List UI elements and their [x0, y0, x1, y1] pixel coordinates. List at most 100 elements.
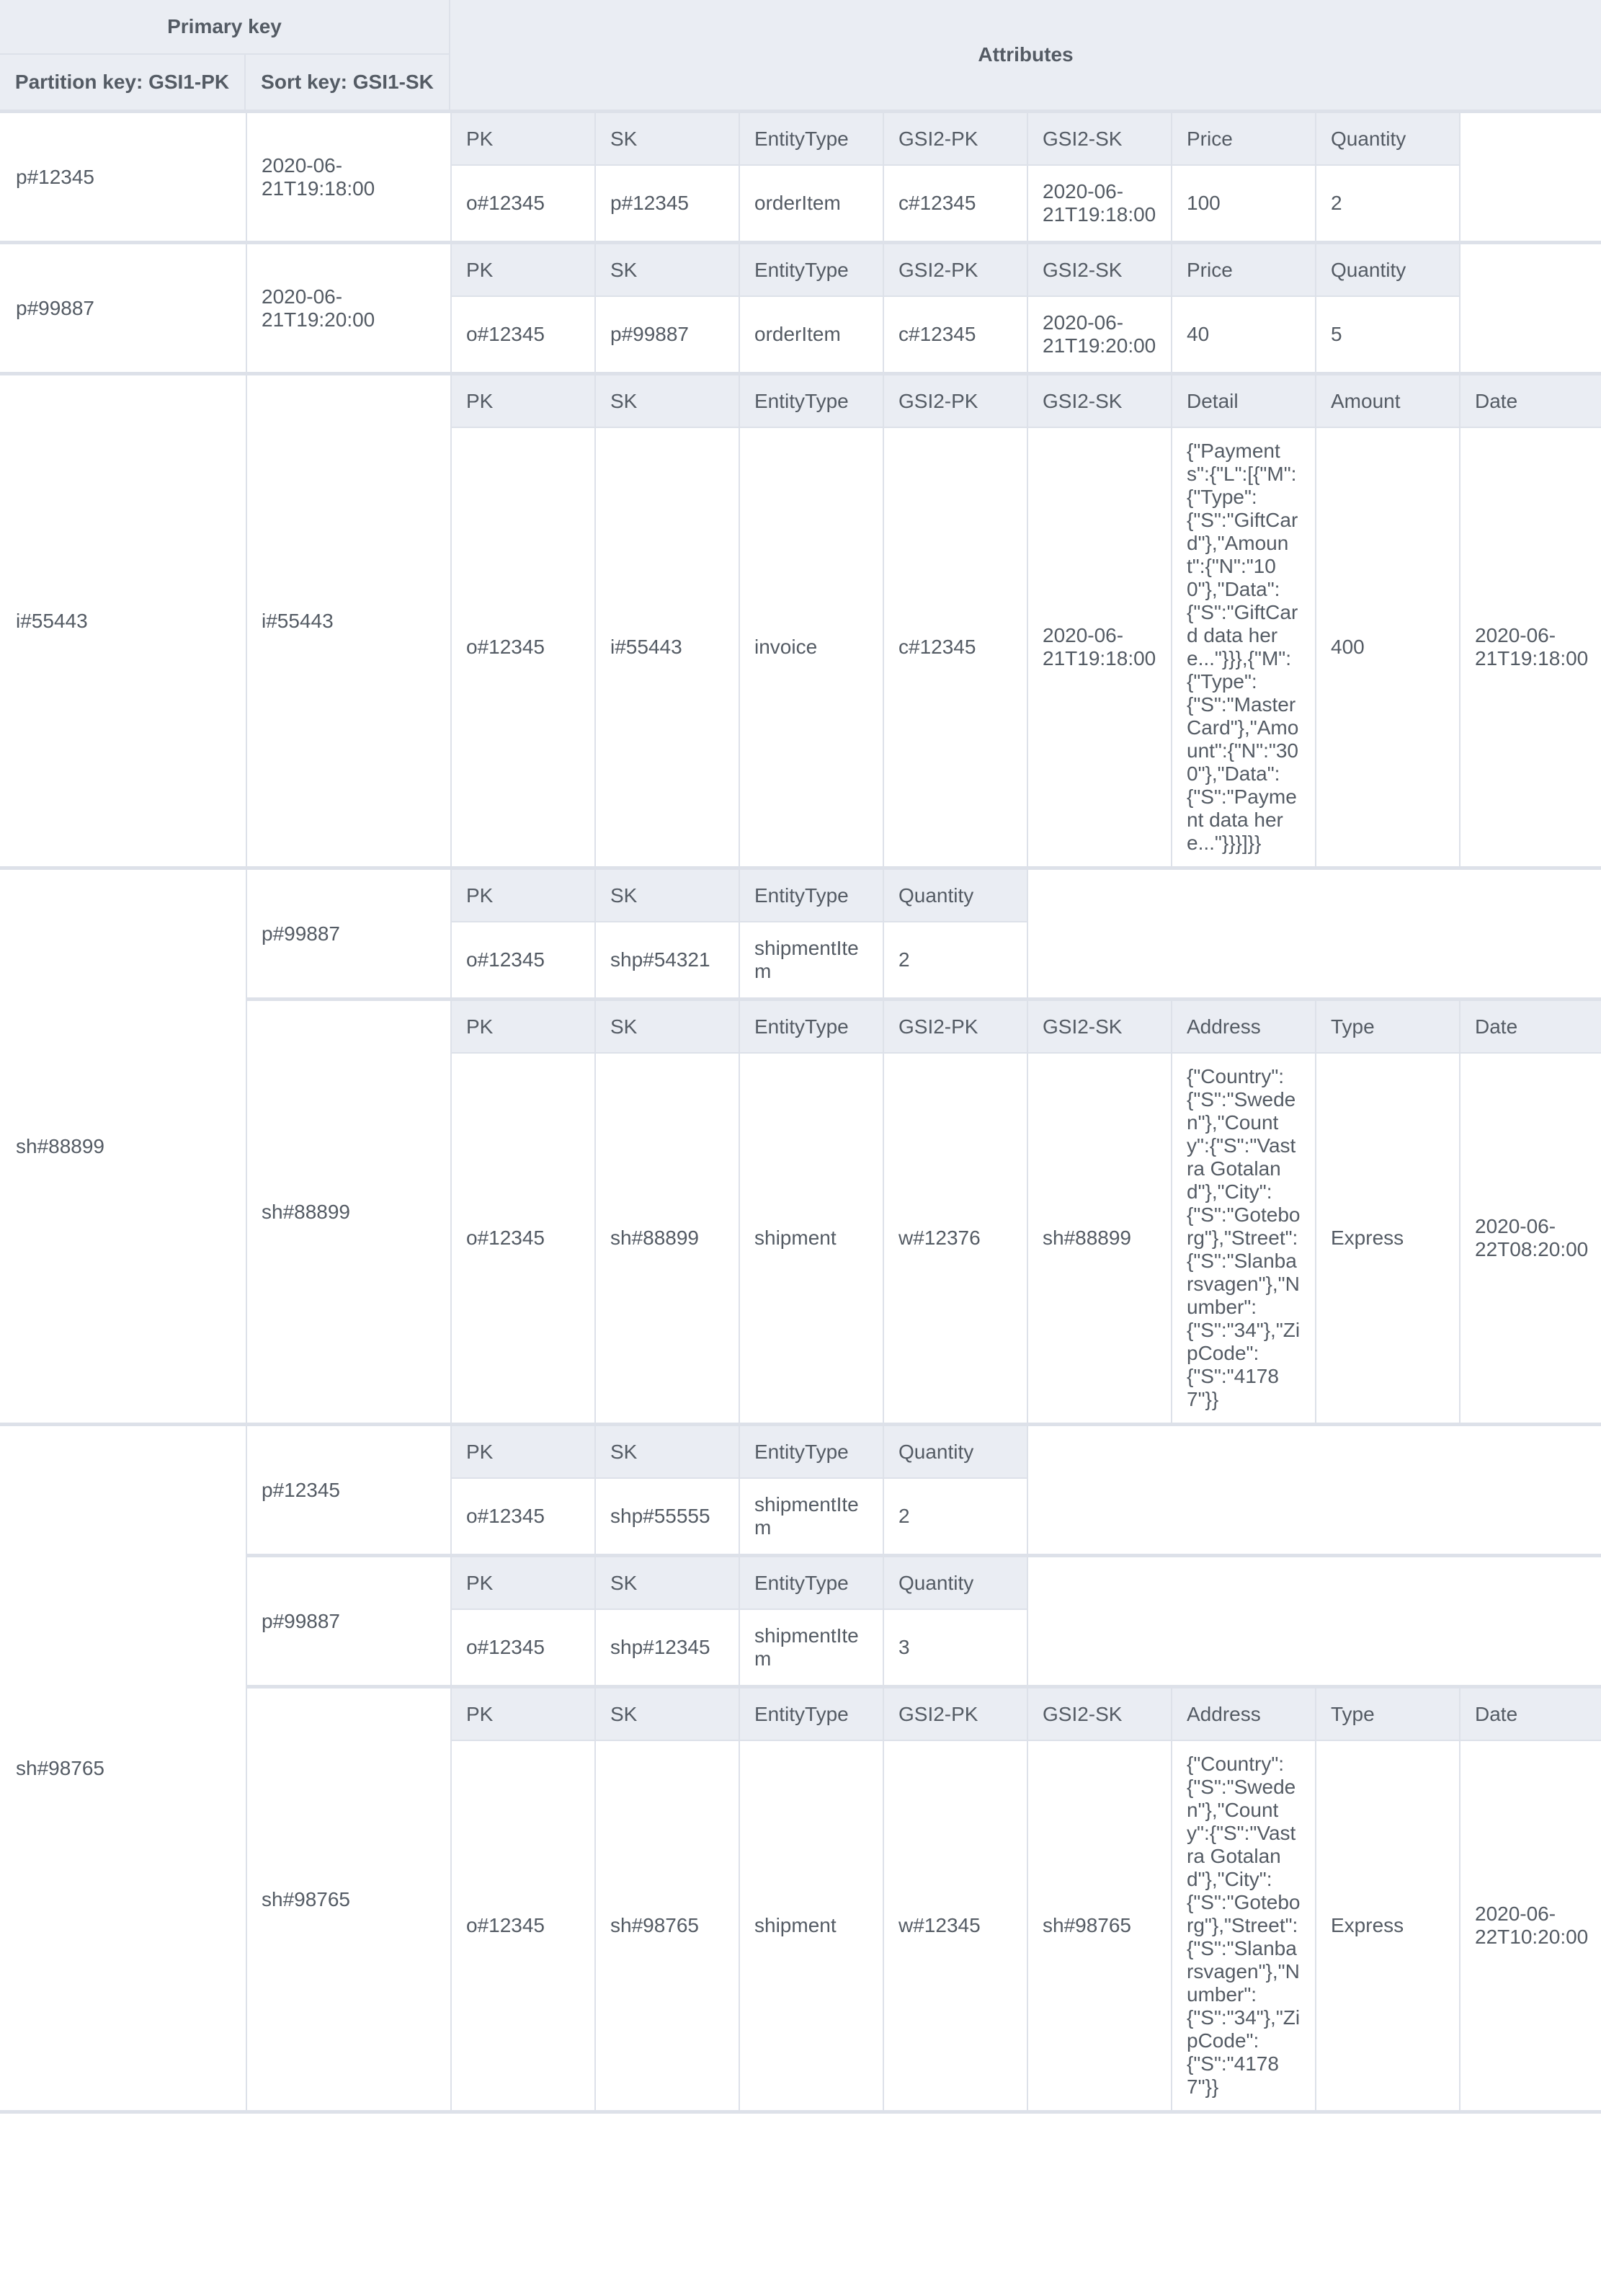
attribute-value: sh#98765 — [1028, 1741, 1172, 2110]
attribute-header: GSI2-SK — [1028, 1001, 1172, 1054]
attribute-header: EntityType — [740, 1688, 884, 1741]
sort-key-header: Sort key: GSI1-SK — [261, 71, 434, 93]
attribute-header: PK — [452, 1001, 596, 1054]
attribute-header: GSI2-PK — [884, 1001, 1028, 1054]
attributes-table: PK SK EntityType GSI2-PK GSI2-SK Detail Amount… — [452, 375, 1601, 866]
attribute-header: PK — [452, 1688, 596, 1741]
attribute-header: GSI2-SK — [1028, 113, 1172, 166]
attribute-value: w#12345 — [884, 1741, 1028, 2110]
attribute-value: shipmentItem — [740, 922, 884, 997]
partition-group: sh#98765 p#12345 PK SK EntityType Quantity o#1… — [0, 1426, 1601, 2114]
attribute-value: 5 — [1316, 297, 1460, 372]
attribute-value: 2020-06-21T19:18:00 — [1460, 428, 1601, 866]
attribute-header: PK — [452, 375, 596, 428]
attribute-header: Quantity — [884, 1426, 1028, 1479]
attributes-table: PK SK EntityType Quantity o#12345 shp#12345 sh… — [452, 1557, 1028, 1685]
sort-key-cell: 2020-06-21T19:18:00 — [247, 113, 452, 241]
attribute-header: SK — [596, 244, 740, 297]
attribute-header: EntityType — [740, 1557, 884, 1610]
table-row: p#99887 PK SK EntityType Quantity o#12345 shp#… — [247, 1554, 1601, 1685]
attribute-header: Type — [1316, 1001, 1460, 1054]
attribute-value: Express — [1316, 1054, 1460, 1423]
attributes-table: PK SK EntityType GSI2-PK GSI2-SK Address Type D… — [452, 1001, 1601, 1423]
attribute-value: orderItem — [740, 166, 884, 241]
attribute-header: Date — [1460, 1688, 1601, 1741]
attributes-table: PK SK EntityType GSI2-PK GSI2-SK Address Type D… — [452, 1688, 1601, 2110]
partition-key-cell: p#99887 — [0, 244, 247, 372]
attribute-value: 2020-06-21T19:18:00 — [1028, 166, 1172, 241]
attribute-value: {"Country":{"S":"Sweden"},"County":{"S":… — [1172, 1741, 1316, 2110]
attribute-value: 2 — [884, 922, 1028, 997]
attribute-header: GSI2-SK — [1028, 375, 1172, 428]
attribute-value: shp#55555 — [596, 1479, 740, 1554]
partition-group: p#12345 2020-06-21T19:18:00 PK SK EntityType… — [0, 113, 1601, 244]
attribute-value: shipmentItem — [740, 1479, 884, 1554]
table-row: sh#88899 PK SK EntityType GSI2-PK GSI2-SK Addr… — [247, 997, 1601, 1423]
attribute-header: SK — [596, 870, 740, 922]
attribute-header: EntityType — [740, 244, 884, 297]
item-list: 2020-06-21T19:18:00 PK SK EntityType GSI2-PK… — [247, 113, 1601, 241]
partition-group: i#55443 i#55443 PK SK EntityType GSI2-PK GSI2-… — [0, 375, 1601, 870]
attribute-header: SK — [596, 375, 740, 428]
partition-group: sh#88899 p#99887 PK SK EntityType Quantity o#1… — [0, 870, 1601, 1426]
attribute-value: shipment — [740, 1741, 884, 2110]
attributes-table: PK SK EntityType GSI2-PK GSI2-SK Price Quantit… — [452, 244, 1460, 372]
table-body: p#12345 2020-06-21T19:18:00 PK SK EntityType… — [0, 113, 1601, 2114]
attribute-value: p#12345 — [596, 166, 740, 241]
partition-key-cell: i#55443 — [0, 375, 247, 866]
attribute-value: 3 — [884, 1610, 1028, 1685]
attribute-value: o#12345 — [452, 1054, 596, 1423]
primary-key-title: Primary key — [0, 0, 449, 55]
sort-key-cell: sh#88899 — [247, 1001, 452, 1423]
attribute-header: GSI2-SK — [1028, 1688, 1172, 1741]
partition-group: p#99887 2020-06-21T19:20:00 PK SK EntityType… — [0, 244, 1601, 375]
attribute-value: sh#98765 — [596, 1741, 740, 2110]
attribute-header: Amount — [1316, 375, 1460, 428]
sort-key-cell: p#99887 — [247, 1557, 452, 1685]
primary-key-header: Primary key Partition key: GSI1-PK Sort … — [0, 0, 450, 110]
attribute-value: w#12376 — [884, 1054, 1028, 1423]
attribute-value: sh#88899 — [596, 1054, 740, 1423]
attribute-header: Price — [1172, 244, 1316, 297]
attribute-header: GSI2-PK — [884, 113, 1028, 166]
attribute-value: c#12345 — [884, 166, 1028, 241]
partition-key-header: Partition key: GSI1-PK — [0, 55, 246, 110]
attribute-header: PK — [452, 1557, 596, 1610]
attribute-header: GSI2-SK — [1028, 244, 1172, 297]
attribute-value: 2020-06-22T10:20:00 — [1460, 1741, 1601, 2110]
attribute-header: EntityType — [740, 113, 884, 166]
attribute-value: 2020-06-21T19:18:00 — [1028, 428, 1172, 866]
attribute-header: PK — [452, 870, 596, 922]
attribute-value: c#12345 — [884, 428, 1028, 866]
attribute-value: sh#88899 — [1028, 1054, 1172, 1423]
attribute-value: o#12345 — [452, 428, 596, 866]
attributes-table: PK SK EntityType Quantity o#12345 shp#55555 sh… — [452, 1426, 1028, 1554]
sort-key-cell: p#99887 — [247, 870, 452, 997]
attribute-value: o#12345 — [452, 922, 596, 997]
attribute-header: Quantity — [884, 870, 1028, 922]
attribute-value: o#12345 — [452, 1610, 596, 1685]
table-row: p#99887 PK SK EntityType Quantity o#12345 shp#… — [247, 870, 1601, 997]
attributes-header: Attributes — [978, 43, 1074, 66]
table-row: p#12345 PK SK EntityType Quantity o#12345 shp#… — [247, 1426, 1601, 1554]
attribute-value: {"Country":{"S":"Sweden"},"County":{"S":… — [1172, 1054, 1316, 1423]
attribute-header: PK — [452, 1426, 596, 1479]
attribute-header: PK — [452, 244, 596, 297]
attribute-value: 2020-06-22T08:20:00 — [1460, 1054, 1601, 1423]
item-list: 2020-06-21T19:20:00 PK SK EntityType GSI2-PK… — [247, 244, 1601, 372]
attribute-header: GSI2-PK — [884, 244, 1028, 297]
attribute-value: {"Payments":{"L":[{"M":{"Type":{"S":"Gif… — [1172, 428, 1316, 866]
attribute-header: Date — [1460, 375, 1601, 428]
attribute-value: orderItem — [740, 297, 884, 372]
sort-key-cell: 2020-06-21T19:20:00 — [247, 244, 452, 372]
attribute-value: 2 — [884, 1479, 1028, 1554]
attribute-value: i#55443 — [596, 428, 740, 866]
item-list: p#12345 PK SK EntityType Quantity o#12345 shp#… — [247, 1426, 1601, 2110]
sort-key-cell: p#12345 — [247, 1426, 452, 1554]
table-row: 2020-06-21T19:18:00 PK SK EntityType GSI2-PK… — [247, 113, 1601, 241]
attributes-table: PK SK EntityType GSI2-PK GSI2-SK Price Quantit… — [452, 113, 1460, 241]
item-list: i#55443 PK SK EntityType GSI2-PK GSI2-SK Detai… — [247, 375, 1601, 866]
attribute-value: invoice — [740, 428, 884, 866]
attribute-header: GSI2-PK — [884, 1688, 1028, 1741]
sort-key-cell: sh#98765 — [247, 1688, 452, 2110]
